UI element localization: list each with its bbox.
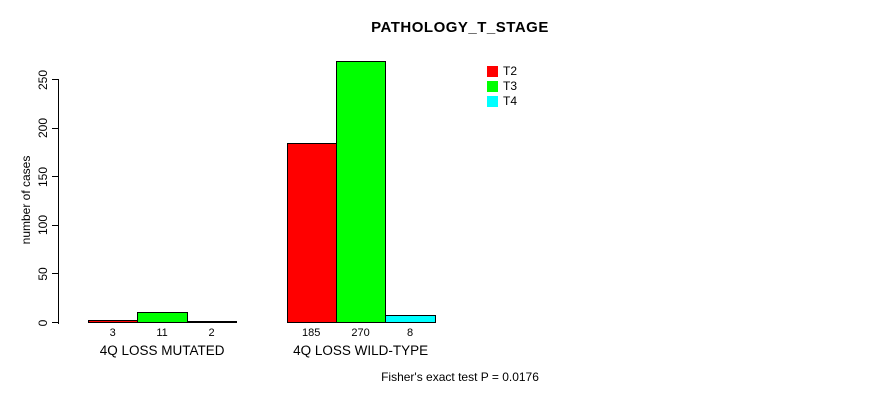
y-tick-label: 150: [36, 166, 50, 187]
group-label: 4Q LOSS MUTATED: [99, 343, 225, 358]
legend: T2 T3 T4: [487, 64, 517, 109]
pvalue-annotation: Fisher's exact test P = 0.0176: [381, 370, 539, 384]
chart-title: PATHOLOGY_T_STAGE: [371, 19, 549, 36]
y-tick: [52, 322, 58, 323]
legend-swatch-t4: [487, 96, 498, 107]
y-axis-line: [58, 79, 59, 324]
legend-swatch-t3: [487, 81, 498, 92]
bar-value-label: 11: [156, 327, 168, 339]
bar-value-label: 8: [406, 327, 414, 339]
y-tick-label: 50: [36, 267, 50, 281]
bar-value-label: 3: [109, 327, 116, 339]
y-tick-label: 100: [36, 215, 50, 236]
y-axis-label: number of cases: [19, 155, 33, 245]
y-tick-label: 200: [36, 118, 50, 139]
bar-t4-group1: [186, 320, 238, 323]
legend-item-t3: T3: [487, 79, 517, 94]
bar-t3-group1: [137, 311, 188, 323]
legend-swatch-t2: [487, 66, 498, 77]
y-tick-label: 250: [36, 69, 50, 90]
bar-t2-group2: [286, 142, 337, 323]
y-tick-label: 0: [36, 319, 50, 326]
legend-label-t3: T3: [503, 79, 518, 93]
bar-value-label: 270: [351, 327, 370, 339]
y-tick: [52, 176, 58, 178]
y-tick: [52, 127, 58, 129]
bar-t3-group2: [335, 60, 387, 323]
legend-item-t4: T4: [487, 94, 517, 109]
legend-label-t4: T4: [503, 94, 518, 108]
y-tick: [52, 79, 58, 80]
y-tick: [52, 273, 58, 275]
bar-value-label: 2: [208, 327, 215, 339]
bar-value-label: 185: [302, 327, 321, 339]
bar-t2-group1: [88, 319, 139, 323]
bar-t4-group2: [385, 314, 436, 323]
legend-label-t2: T2: [503, 64, 518, 78]
y-tick: [52, 224, 58, 226]
legend-item-t2: T2: [487, 64, 517, 79]
group-label: 4Q LOSS WILD-TYPE: [293, 343, 429, 358]
